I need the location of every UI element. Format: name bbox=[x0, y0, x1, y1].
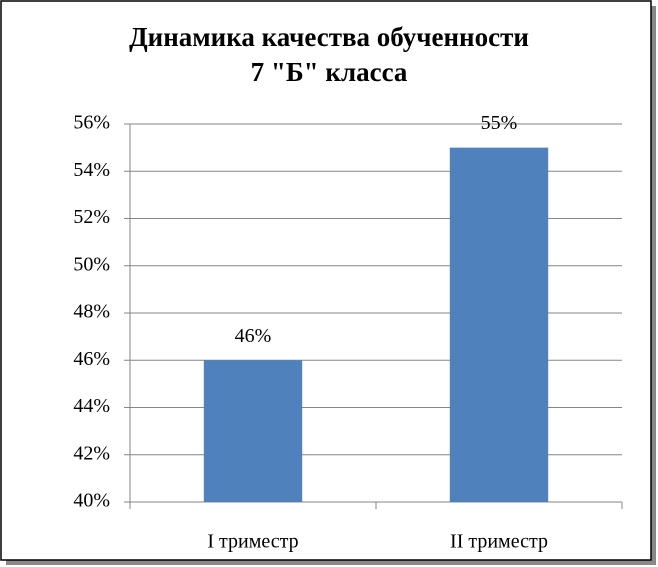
y-tick-label: 52% bbox=[73, 206, 110, 228]
y-tick-label: 56% bbox=[73, 112, 110, 134]
bar bbox=[449, 147, 549, 502]
y-tick-label: 54% bbox=[73, 159, 110, 181]
x-tick-label: II триместр bbox=[450, 531, 548, 553]
y-tick-label: 50% bbox=[73, 253, 110, 275]
y-tick-label: 44% bbox=[73, 395, 110, 417]
y-tick-label: 48% bbox=[73, 301, 110, 323]
chart-title: 7 "Б" класса bbox=[251, 57, 408, 87]
value-label: 55% bbox=[481, 112, 518, 134]
value-label: 46% bbox=[235, 325, 272, 347]
y-tick-label: 42% bbox=[73, 442, 110, 464]
chart-title: Динамика качества обученности bbox=[129, 22, 529, 52]
bar bbox=[203, 360, 303, 502]
y-tick-label: 40% bbox=[73, 490, 110, 512]
y-tick-label: 46% bbox=[73, 348, 110, 370]
x-tick-label: I триместр bbox=[207, 531, 298, 553]
